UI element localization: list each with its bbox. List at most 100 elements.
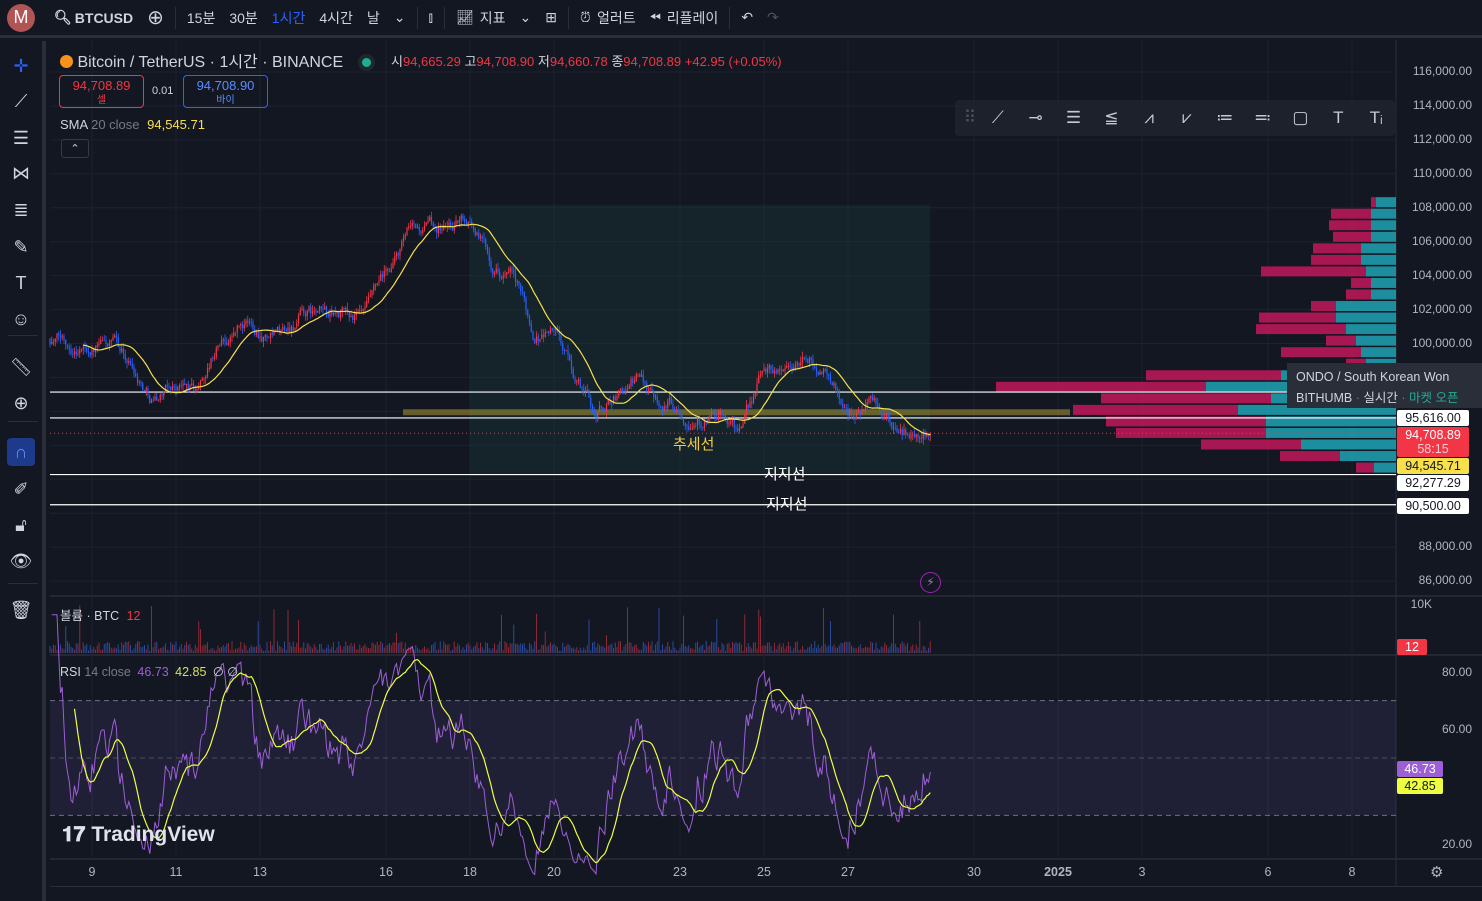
buy-button[interactable]: 94,708.90 바이 — [183, 75, 268, 108]
timeframe-day[interactable]: 날 — [366, 9, 380, 26]
volume-bar — [91, 649, 93, 653]
add-symbol-icon[interactable]: ⊕ — [147, 7, 164, 29]
tradingview-watermark: 𝟏𝟕 TradingView — [62, 823, 215, 846]
trend-line-label[interactable]: 추세선 — [673, 436, 715, 453]
drag-handle-icon[interactable]: ⠿ — [963, 108, 977, 127]
eye-icon[interactable]: 👁︎ — [9, 550, 33, 571]
volume-bar — [65, 626, 67, 653]
lightning-event-icon[interactable]: ⚡︎ — [920, 572, 941, 593]
sell-button[interactable]: 94,708.89 셀 — [59, 75, 144, 108]
candle-body — [224, 339, 226, 342]
volume-bar — [863, 648, 865, 653]
candle-body — [457, 220, 459, 223]
volume-bar — [501, 614, 502, 653]
candle-body — [784, 368, 786, 371]
collapse-legend-chevron-icon[interactable]: ⌃ — [61, 139, 89, 158]
volume-bar — [548, 645, 550, 653]
volume-profile-sell-bar — [1346, 289, 1371, 300]
candle-body — [551, 328, 553, 330]
support-line-label[interactable]: 지지선 — [766, 496, 808, 513]
symbol-search[interactable]: 🔍︎ BTCUSD — [47, 0, 140, 37]
candle-body — [584, 390, 587, 392]
elliott-wave-icon[interactable]: ⩘ — [1144, 108, 1154, 127]
pattern-icon[interactable]: ⋈ — [12, 162, 30, 183]
sma-line — [83, 223, 931, 436]
volume-bar — [800, 649, 802, 653]
candle-body — [371, 290, 373, 296]
settings-gear-icon[interactable]: ⚙︎ — [1430, 864, 1444, 881]
regression-icon[interactable]: ≦ — [1104, 108, 1119, 127]
alert-button[interactable]: ⏰︎ 얼러트 — [573, 0, 643, 37]
emoji-icon[interactable]: ☺ — [11, 308, 31, 329]
trash-icon[interactable]: 🗑︎ — [9, 599, 33, 620]
candle-body — [184, 383, 186, 386]
zoom-in-icon[interactable]: ⊕ — [13, 392, 29, 413]
fib-retracement-icon[interactable]: ≔ — [1216, 108, 1234, 127]
undo-icon[interactable]: ↶ — [741, 9, 754, 25]
rectangle-icon[interactable]: ▢ — [1292, 108, 1309, 127]
candle-body — [252, 322, 254, 330]
layout-grid-icon[interactable]: ⊞ — [545, 9, 558, 25]
volume-bar — [326, 647, 327, 653]
volume-bar — [100, 650, 102, 653]
indicators-chevron-icon[interactable]: ⌄ — [519, 9, 532, 25]
volume-bar — [397, 643, 399, 653]
sma-legend[interactable]: SMA 20 close 94,545.71 — [60, 117, 205, 132]
abcd-pattern-icon[interactable]: ⩗ — [1182, 108, 1192, 127]
volume-bar — [387, 644, 389, 653]
volume-bar — [537, 649, 539, 653]
user-avatar[interactable]: M — [7, 3, 35, 32]
text-icon[interactable]: T — [15, 272, 27, 293]
candle-body — [415, 224, 417, 228]
crosshair-icon[interactable]: ✛ — [13, 55, 29, 76]
indicators-button[interactable]: 📈︎ 지표 — [449, 0, 513, 37]
horizontal-lines-icon[interactable]: ☰ — [12, 127, 30, 148]
volume-bar — [329, 648, 331, 653]
redo-icon[interactable]: ↷ — [767, 9, 779, 25]
volume-bar — [119, 649, 121, 653]
candle-body — [427, 220, 429, 223]
candle-body — [835, 383, 837, 390]
fib-extension-icon[interactable]: ≕ — [1254, 108, 1272, 127]
candle-body — [373, 285, 375, 291]
candle-body — [54, 338, 56, 342]
candle-body — [89, 352, 91, 356]
volume-bar — [812, 648, 814, 653]
parallel-channel-icon[interactable]: ☰ — [1065, 108, 1082, 127]
fib-icon[interactable]: ≣ — [13, 199, 29, 220]
ruler-icon[interactable]: 📏︎ — [9, 356, 33, 377]
candle-body — [562, 343, 564, 351]
candle-body — [518, 281, 520, 285]
candle-body — [500, 278, 503, 279]
horizontal-ray-icon[interactable]: ⊸ — [1028, 108, 1043, 127]
timeframe-4h[interactable]: 4시간 — [319, 9, 353, 26]
text-anchored-icon[interactable]: Tᵢ — [1369, 108, 1383, 127]
trend-line-icon[interactable]: ⟋ — [14, 90, 28, 111]
replay-button[interactable]: ⏪︎ 리플레이 — [643, 0, 726, 37]
volume-bar — [651, 641, 653, 653]
volume-legend[interactable]: 볼륨 · BTC 12 — [60, 609, 141, 623]
text-icon[interactable]: T — [1333, 108, 1344, 127]
brush-icon[interactable]: ✎ — [13, 236, 29, 257]
timeframe-dropdown-chevron-icon[interactable]: ⌄ — [393, 9, 406, 25]
lock-icon[interactable]: 🔓︎ — [15, 514, 27, 535]
pencil-lock-icon[interactable]: ✐ — [13, 478, 29, 499]
volume-profile-buy-bar — [1336, 301, 1396, 312]
timeframe-1h[interactable]: 1시간 — [271, 9, 306, 26]
candle-body — [630, 378, 632, 387]
volume-profile-buy-bar — [1371, 289, 1396, 300]
symbol-legend[interactable]: Bitcoin / TetherUS · 1시간 · BINANCE — [60, 48, 371, 72]
candle-type-icon[interactable]: ⫾ — [428, 9, 433, 25]
volume-bar — [690, 648, 691, 653]
trend-line-icon[interactable]: ⟋ — [991, 108, 1004, 127]
volume-bar — [733, 643, 735, 653]
candle-body — [51, 342, 53, 345]
magnet-icon[interactable]: ∩ — [7, 438, 35, 466]
volume-bar — [908, 650, 910, 653]
candle-body — [775, 370, 777, 373]
timeframe-15m[interactable]: 15분 — [186, 9, 216, 26]
support-line-label[interactable]: 지지선 — [764, 466, 806, 483]
rsi-legend[interactable]: RSI 14 close 46.73 42.85 ∅ ∅ — [60, 665, 239, 679]
timeframe-30m[interactable]: 30분 — [229, 9, 258, 26]
